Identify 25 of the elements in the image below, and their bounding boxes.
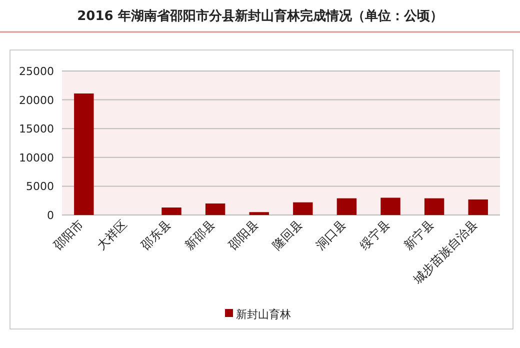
y-tick-label: 15000 (19, 122, 54, 136)
x-tick-label: 大祥区 (94, 217, 130, 253)
y-tick-label: 20000 (19, 94, 54, 107)
bar (380, 198, 400, 215)
x-tick-label: 隆回县 (270, 217, 306, 253)
y-tick-label: 10000 (19, 151, 54, 164)
bar (249, 212, 269, 215)
bar (293, 202, 313, 215)
bar (205, 203, 226, 215)
bar (74, 93, 94, 215)
bar (336, 198, 357, 215)
x-tick-label: 洞口县 (313, 217, 349, 253)
bar (424, 198, 444, 215)
x-tick-label: 邵阳县 (226, 217, 262, 253)
x-tick-label: 邵东县 (138, 217, 174, 253)
y-tick-label: 0 (47, 209, 54, 222)
bar (162, 208, 182, 215)
chart-title: 2016 年湖南省邵阳市分县新封山育林完成情况（单位：公顷） (77, 8, 443, 24)
bar (468, 199, 488, 215)
x-tick-label: 新宁县 (401, 217, 436, 253)
x-tick-label: 绥宁县 (357, 217, 393, 253)
y-tick-label: 5000 (26, 180, 54, 194)
x-tick-label: 新邵县 (182, 217, 218, 253)
y-tick-label: 25000 (19, 65, 54, 78)
legend-label: 新封山育林 (236, 308, 291, 321)
